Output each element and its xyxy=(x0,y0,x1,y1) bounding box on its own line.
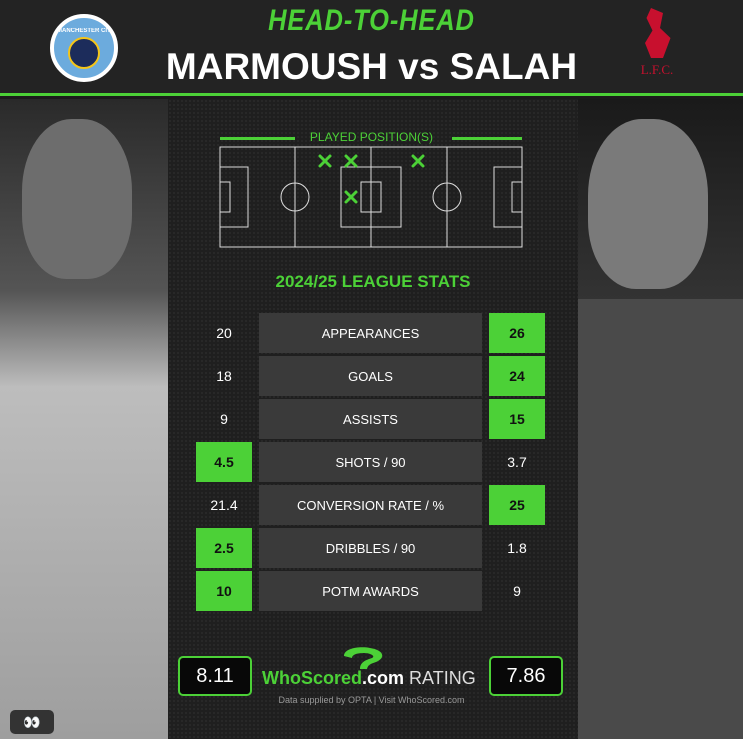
man-city-crest-logo: MANCHESTER CITY xyxy=(50,14,118,82)
salah-stat-value: 3.7 xyxy=(507,454,527,470)
marmoush-stat-value: 2.5 xyxy=(196,528,252,568)
position-marker-icon xyxy=(318,154,332,168)
salah-photo xyxy=(578,99,743,739)
rating-label: RATING xyxy=(409,668,476,688)
stat-label: DRIBBLES / 90 xyxy=(259,528,482,568)
crest-text: MANCHESTER CITY xyxy=(57,27,111,34)
stat-label: ASSISTS xyxy=(259,399,482,439)
stat-label: SHOTS / 90 xyxy=(259,442,482,482)
stat-label: POTM AWARDS xyxy=(259,571,482,611)
arrow-right-icon xyxy=(220,137,295,140)
salah-stat-value: 9 xyxy=(513,583,521,599)
marmoush-stat-value: 9 xyxy=(220,411,228,427)
positions-label: PLAYED POSITION(S) xyxy=(309,130,434,144)
stat-label: CONVERSION RATE / % xyxy=(259,485,482,525)
data-credit: Data supplied by OPTA | Visit WhoScored.… xyxy=(278,695,465,705)
eyes-icon[interactable]: 👀 xyxy=(10,710,54,734)
pitch-diagram xyxy=(219,146,523,248)
salah-stat-value: 26 xyxy=(489,313,545,353)
marmoush-stat-value: 18 xyxy=(216,368,232,384)
stat-label: APPEARANCES xyxy=(259,313,482,353)
section-title: 2024/25 LEAGUE STATS xyxy=(275,272,471,291)
lfc-text: L.F.C. xyxy=(640,62,674,77)
kicker: HEAD-TO-HEAD xyxy=(268,4,475,37)
liverpool-crest-logo: L.F.C. xyxy=(632,8,682,88)
marmoush-rating: 8.11 xyxy=(178,656,252,696)
position-marker-icon xyxy=(411,154,425,168)
marmoush-stat-value: 4.5 xyxy=(196,442,252,482)
whoscored-question-logo xyxy=(344,647,383,669)
marmoush-stat-value: 10 xyxy=(196,571,252,611)
whoscored-logo: WhoScored.com RATING xyxy=(262,668,476,688)
salah-rating: 7.86 xyxy=(489,656,563,696)
marmoush-stat-value: 21.4 xyxy=(210,497,238,513)
header: HEAD-TO-HEAD MARMOUSH vs SALAH MANCHESTE… xyxy=(0,0,743,96)
arrow-left-icon xyxy=(452,137,522,140)
salah-stat-value: 15 xyxy=(489,399,545,439)
page-title: MARMOUSH vs SALAH xyxy=(165,46,578,87)
marmoush-stat-value: 20 xyxy=(216,325,232,341)
salah-stat-value: 25 xyxy=(489,485,545,525)
marmoush-photo xyxy=(0,99,168,739)
position-marker-icon xyxy=(344,154,358,168)
salah-stat-value: 24 xyxy=(489,356,545,396)
position-marker-icon xyxy=(344,190,358,204)
stat-label: GOALS xyxy=(259,356,482,396)
salah-stat-value: 1.8 xyxy=(507,540,527,556)
